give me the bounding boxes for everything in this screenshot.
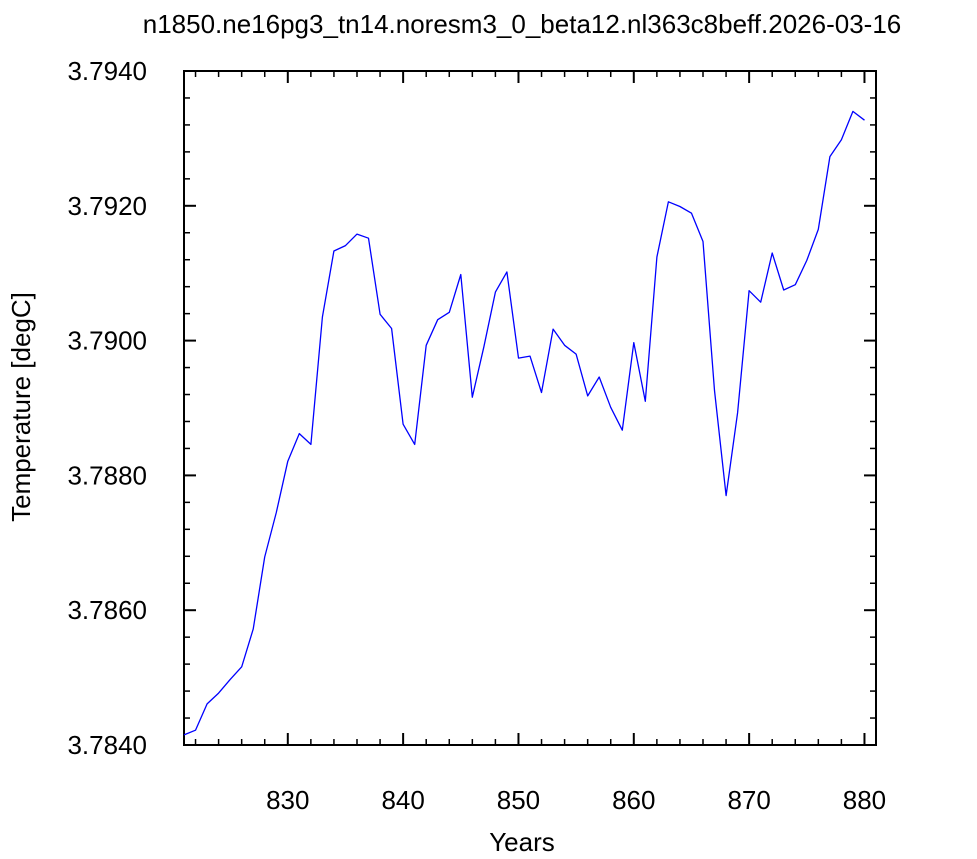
x-tick-label: 840	[381, 785, 424, 815]
y-tick-label: 3.7880	[67, 460, 147, 490]
minor-ticks	[184, 71, 876, 745]
y-tick-labels: 3.7840 3.7860 3.7880 3.7900 3.7920 3.7940	[67, 56, 147, 760]
x-tick-label: 850	[497, 785, 540, 815]
x-tick-labels: 830 840 850 860 870 880	[266, 785, 886, 815]
x-tick-label: 880	[843, 785, 886, 815]
y-tick-label: 3.7900	[67, 326, 147, 356]
y-tick-label: 3.7860	[67, 595, 147, 625]
series-group	[183, 110, 865, 736]
series-line	[183, 110, 865, 736]
x-axis-label: Years	[489, 827, 555, 857]
x-tick-label: 830	[266, 785, 309, 815]
x-tick-label: 870	[727, 785, 770, 815]
x-tick-label: 860	[612, 785, 655, 815]
y-axis-label: Temperature [degC]	[6, 292, 36, 522]
y-tick-label: 3.7840	[67, 730, 147, 760]
chart-title: n1850.ne16pg3_tn14.noresm3_0_beta12.nl36…	[143, 9, 902, 39]
major-ticks	[184, 70, 876, 746]
y-tick-label: 3.7920	[67, 191, 147, 221]
plot-frame	[183, 70, 877, 746]
y-tick-label: 3.7940	[67, 56, 147, 86]
